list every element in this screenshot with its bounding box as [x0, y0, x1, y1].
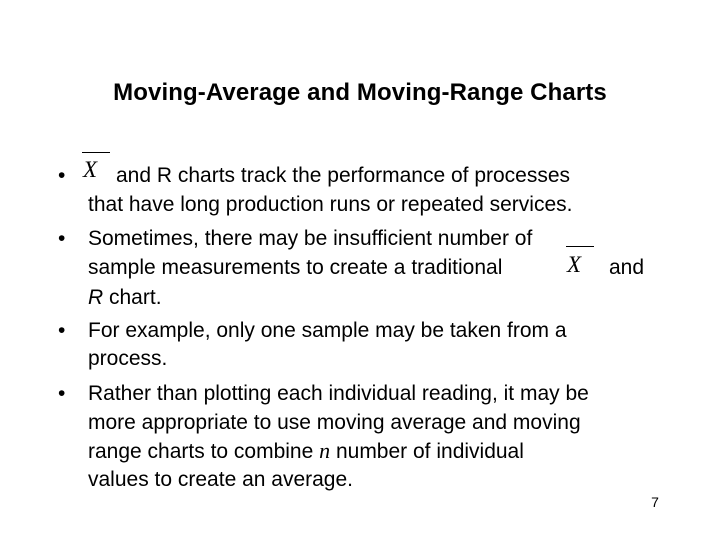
- bullet-2-line-2: sample measurements to create a traditio…: [88, 256, 503, 279]
- bullet-3-line-2: process.: [88, 347, 168, 370]
- x-bar-overline: [82, 152, 110, 153]
- bullet-2-line-3: R chart.: [88, 285, 162, 311]
- bullet-2-line-1: Sometimes, there may be insufficient num…: [88, 227, 533, 250]
- bullet-4-line-3-end: number of individual: [330, 440, 524, 463]
- slide-title: Moving-Average and Moving-Range Charts: [113, 79, 607, 106]
- bullet-4-line-3: range charts to combine n number of indi…: [88, 438, 524, 465]
- x-bar-symbol: X: [567, 252, 582, 277]
- bullet-4-line-4: values to create an average.: [88, 468, 354, 491]
- bullet-4-line-2: more appropriate to use moving average a…: [88, 411, 581, 434]
- bullet-2-line-2-end: and: [609, 256, 645, 279]
- x-bar-symbol: X: [83, 157, 98, 182]
- r-variable: R: [88, 286, 104, 309]
- bullet-marker: •: [58, 382, 66, 405]
- bullet-4-line-1: Rather than plotting each individual rea…: [88, 382, 589, 405]
- page-number: 7: [651, 494, 659, 510]
- bullet-marker: •: [58, 227, 66, 250]
- x-bar-overline: [566, 246, 594, 247]
- bullet-2-line-3-rest: chart.: [103, 286, 162, 309]
- bullet-marker: •: [58, 319, 66, 342]
- bullet-1-line-1: and R charts track the performance of pr…: [116, 164, 571, 187]
- bullet-marker: •: [58, 164, 66, 187]
- bullet-3-line-1: For example, only one sample may be take…: [88, 319, 567, 342]
- n-variable: n: [319, 438, 331, 463]
- bullet-1-line-2: that have long production runs or repeat…: [88, 193, 573, 216]
- bullet-4-line-3-start: range charts to combine: [88, 440, 320, 463]
